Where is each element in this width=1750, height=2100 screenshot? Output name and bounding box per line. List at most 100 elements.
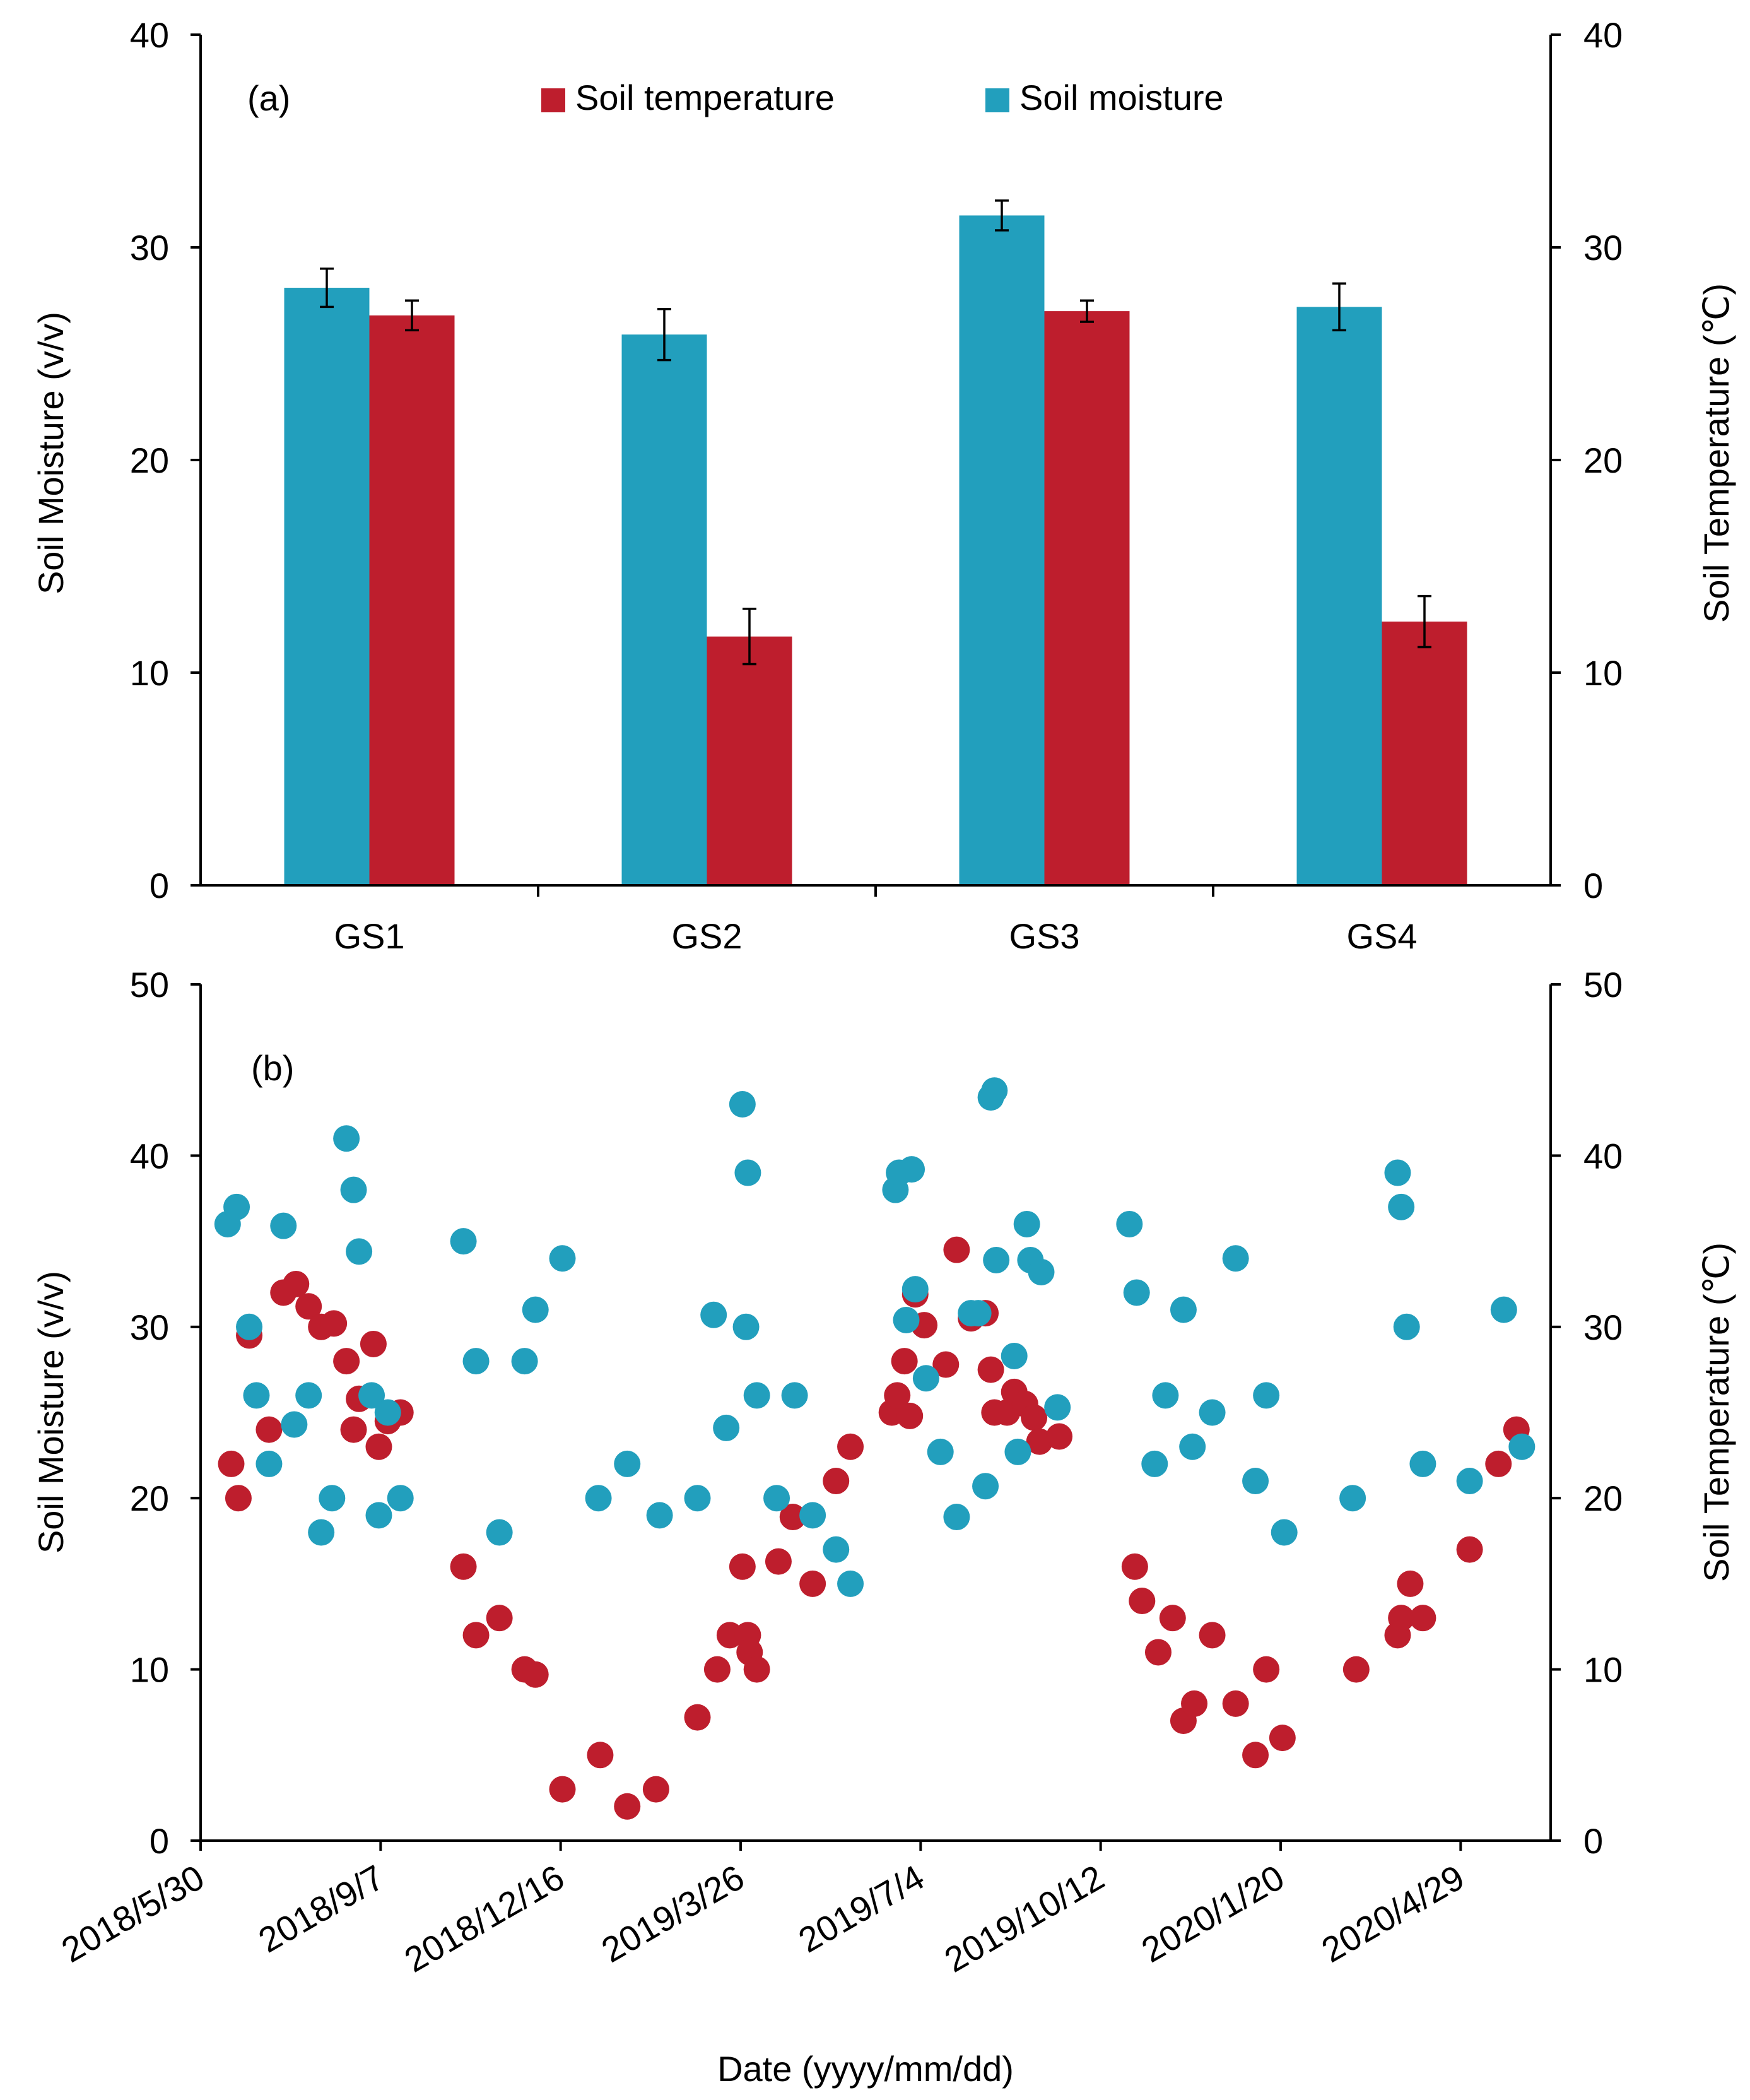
panel-b-right-axis-title: Soil Temperature (℃) [1696,1242,1736,1582]
moisture-point [462,1348,490,1375]
panel-b-left-tick-label: 50 [130,965,169,1005]
temperature-point [522,1661,549,1688]
temperature-point [333,1348,360,1375]
temperature-point [295,1293,322,1320]
panel-a-right-tick-label: 40 [1583,15,1623,55]
moisture-point [358,1382,385,1409]
temperature-point [943,1236,970,1263]
moisture-point [1179,1433,1206,1460]
panel-a-y-axis-title: Soil Moisture (v/v) [31,312,71,594]
temperature-point [765,1548,792,1575]
moisture-point [585,1485,612,1512]
bar-moisture-gs2 [621,334,707,885]
temperature-point [255,1416,283,1443]
panel-b-label: (b) [251,1048,294,1088]
panel-b-x-tick-label: 2019/10/12 [937,1857,1110,1980]
moisture-point [1013,1210,1040,1237]
moisture-point [823,1536,850,1563]
moisture-point [799,1502,826,1529]
temperature-point [837,1433,864,1460]
panel-b-right-tick-label: 0 [1583,1821,1603,1861]
moisture-point [270,1212,297,1239]
bar-moisture-gs4 [1296,307,1382,885]
panel-b-x-tick-label: 2018/12/16 [397,1857,570,1980]
panel-b-x-tick-label: 2019/7/4 [792,1857,931,1961]
moisture-point [511,1348,538,1375]
moisture-point [1456,1468,1483,1495]
moisture-point [1393,1313,1420,1340]
panel-b-x-tick-label: 2018/9/7 [252,1857,391,1961]
temperature-point [1388,1605,1415,1632]
moisture-point [281,1411,308,1438]
temperature-point [218,1450,245,1477]
temperature-point [320,1310,348,1337]
panel-b-x-tick-label: 2020/4/29 [1315,1857,1471,1970]
panel-a-legend: Soil temperature Soil moisture [541,78,1224,117]
temperature-point [891,1348,918,1375]
moisture-point [236,1313,263,1340]
temperature-point [703,1656,731,1683]
temperature-point [1409,1605,1436,1632]
temperature-point [1342,1656,1370,1683]
panel-a-left-tick-label: 20 [130,440,169,480]
panel-b-left-tick-label: 20 [130,1478,169,1518]
bar-temperature-gs3 [1044,311,1130,886]
panel-a-label: (a) [247,78,290,118]
moisture-point [713,1414,740,1441]
panel-a-tick-labels: 0 10 20 30 40 0 10 20 30 40 GS1 GS2 GS3 GS4 [130,15,1623,956]
moisture-point [965,1300,992,1327]
panel-b-left-tick-label: 40 [130,1136,169,1176]
moisture-point [308,1519,335,1546]
panel-b-right-tick-label: 10 [1583,1650,1623,1690]
moisture-point [1123,1279,1150,1306]
moisture-point [912,1365,939,1392]
panel-a-category-label: GS4 [1346,916,1417,956]
temperature-point [977,1356,1004,1383]
panel-b-x-tick-label: 2020/1/20 [1135,1857,1291,1970]
panel-a-category-label: GS2 [671,916,742,956]
temperature-point [587,1742,614,1769]
panel-b-moisture-points [214,1077,1536,1597]
temperature-point [340,1416,367,1443]
moisture-point [893,1306,920,1333]
panel-b-y-axis-title: Soil Moisture (v/v) [31,1271,71,1554]
legend-moisture-swatch [985,88,1009,112]
moisture-point [1028,1258,1055,1285]
moisture-point [1490,1296,1517,1323]
panel-b-right-tick-label: 30 [1583,1307,1623,1347]
moisture-point [1044,1394,1071,1421]
panel-b-left-tick-label: 0 [150,1821,169,1861]
temperature-point [1159,1605,1186,1632]
panel-a-axes [191,33,1561,897]
temperature-point [1144,1639,1172,1666]
temperature-point [1046,1423,1073,1450]
moisture-point [346,1238,373,1265]
temperature-point [729,1553,756,1580]
moisture-point [1384,1159,1411,1186]
moisture-point [549,1245,576,1272]
legend-temperature-label: Soil temperature [575,78,835,117]
temperature-point [896,1402,924,1429]
moisture-point [1004,1438,1031,1465]
temperature-point [1199,1622,1226,1649]
moisture-point [837,1570,864,1597]
temperature-point [684,1704,711,1731]
panel-a-right-tick-label: 10 [1583,653,1623,693]
moisture-point [255,1450,283,1477]
moisture-point [319,1485,346,1512]
moisture-point [522,1296,549,1323]
moisture-point [1001,1342,1028,1369]
moisture-point [243,1382,270,1409]
temperature-point [1242,1742,1269,1769]
legend-moisture-label: Soil moisture [1019,78,1224,117]
temperature-point [1021,1404,1048,1431]
temperature-point [450,1553,477,1580]
temperature-point [225,1485,252,1512]
moisture-point [1271,1519,1298,1546]
moisture-point [614,1450,641,1477]
panel-a-right-tick-label: 0 [1583,866,1603,905]
panel-b-x-tick-label: 2018/5/30 [55,1857,211,1970]
moisture-point [743,1382,770,1409]
temperature-point [360,1330,387,1357]
